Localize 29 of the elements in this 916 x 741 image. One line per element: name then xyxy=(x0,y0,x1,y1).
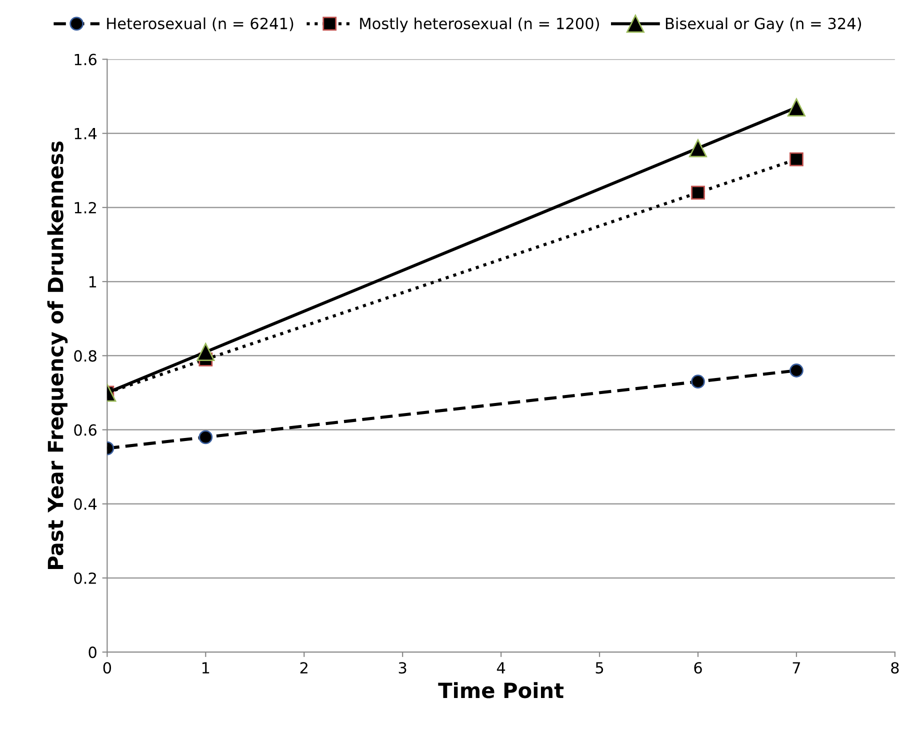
x-tick-label: 4 xyxy=(496,662,506,674)
y-tick-label: 0 xyxy=(88,646,96,658)
y-tick-label: 1.6 xyxy=(74,54,96,66)
x-tick-label: 5 xyxy=(596,662,604,674)
x-axis-title: Time Point xyxy=(438,682,564,698)
point xyxy=(787,98,806,116)
point xyxy=(790,152,804,166)
y-tick-label: 0.6 xyxy=(74,424,96,436)
x-tick-label: 2 xyxy=(300,662,308,674)
x-tick-label: 8 xyxy=(891,662,899,674)
y-tick-label: 0.2 xyxy=(74,572,96,584)
point xyxy=(790,364,804,378)
legend-label: Heterosexual (n = 6241) xyxy=(107,17,294,32)
point xyxy=(691,374,705,389)
y-axis-title: Past Year Frequency of Drunkenness xyxy=(47,141,68,569)
point xyxy=(691,186,705,200)
x-tick-label: 3 xyxy=(398,662,406,674)
legend-label: Bisexual or Gay (n = 324) xyxy=(666,17,862,32)
x-tick-label: 7 xyxy=(792,662,800,674)
point xyxy=(688,139,708,158)
y-tick-label: 1.2 xyxy=(74,202,96,214)
legend-label: Mostly heterosexual (n = 1200) xyxy=(360,17,599,32)
x-tick-label: 1 xyxy=(202,662,210,674)
y-tick-label: 1 xyxy=(89,276,96,288)
y-tick-label: 1.4 xyxy=(74,128,97,140)
x-tick-label: 6 xyxy=(694,662,702,674)
y-tick-label: 0.4 xyxy=(74,498,97,510)
y-tick-label: 0.8 xyxy=(74,350,96,362)
x-tick-label: 0 xyxy=(103,662,112,674)
